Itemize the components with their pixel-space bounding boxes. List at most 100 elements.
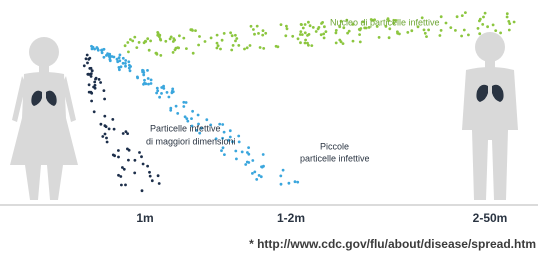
- particle: [90, 67, 93, 70]
- particle: [90, 100, 93, 103]
- particle: [91, 48, 94, 51]
- particle: [103, 115, 106, 118]
- particle: [105, 54, 108, 57]
- particle: [126, 148, 129, 151]
- particle: [359, 41, 362, 44]
- particle: [223, 131, 226, 134]
- particle: [108, 56, 111, 59]
- particle: [234, 150, 237, 153]
- particle: [440, 29, 443, 32]
- particle: [229, 129, 232, 132]
- particle: [129, 38, 132, 41]
- particle: [133, 36, 136, 39]
- particle: [264, 32, 267, 35]
- particle: [104, 133, 107, 136]
- particle: [237, 135, 240, 138]
- distance-label: 2-50m: [473, 211, 508, 225]
- particle: [456, 15, 459, 18]
- particle: [128, 64, 131, 67]
- particle: [217, 44, 220, 47]
- large-label: di maggiori dimensioni: [146, 136, 236, 146]
- particle: [256, 25, 259, 28]
- particle: [304, 23, 307, 26]
- particle: [90, 91, 93, 94]
- particle: [146, 37, 149, 40]
- particle: [296, 181, 299, 184]
- particle: [176, 46, 179, 49]
- particle: [299, 33, 302, 36]
- particle: [97, 49, 100, 52]
- particle: [220, 149, 223, 152]
- particle: [304, 39, 307, 42]
- particle: [304, 42, 307, 45]
- particle: [150, 82, 153, 85]
- particle: [204, 40, 207, 43]
- particle: [247, 161, 250, 164]
- particle: [234, 40, 237, 43]
- particle: [460, 35, 463, 38]
- particle: [111, 118, 114, 121]
- particle: [83, 64, 86, 67]
- particle: [113, 56, 116, 59]
- particle: [247, 146, 250, 149]
- particle: [445, 22, 448, 25]
- particle: [235, 37, 238, 40]
- particle: [150, 79, 153, 82]
- particle: [99, 81, 102, 84]
- particle: [467, 34, 470, 37]
- small-label: Piccole: [320, 141, 349, 151]
- particle: [101, 135, 104, 138]
- particle: [103, 98, 106, 101]
- particle: [388, 27, 391, 30]
- particle: [135, 46, 138, 49]
- particle: [506, 12, 509, 15]
- particle: [307, 21, 310, 24]
- particle: [122, 62, 125, 65]
- particle: [261, 34, 264, 37]
- particle: [197, 44, 200, 47]
- particle: [232, 44, 235, 47]
- particle: [151, 179, 154, 182]
- particle: [86, 54, 89, 57]
- particle: [285, 25, 288, 28]
- particle: [251, 172, 254, 175]
- particle: [284, 34, 287, 37]
- particle: [176, 112, 179, 115]
- particle: [198, 35, 201, 38]
- particle: [310, 44, 313, 47]
- particle: [171, 90, 174, 93]
- particle: [128, 67, 131, 70]
- particle: [249, 44, 252, 47]
- particle: [148, 49, 151, 52]
- particle: [241, 151, 244, 154]
- particle: [136, 76, 139, 79]
- particle: [172, 51, 175, 54]
- particle: [120, 184, 123, 187]
- particle: [141, 189, 144, 192]
- particle: [146, 165, 149, 168]
- particle: [91, 69, 94, 72]
- particle: [88, 83, 91, 86]
- particle: [253, 171, 256, 174]
- particle: [223, 153, 226, 156]
- particle: [105, 137, 108, 140]
- particle: [486, 25, 489, 28]
- particle: [499, 32, 502, 35]
- particle: [323, 25, 326, 28]
- particle: [378, 36, 381, 39]
- particle: [106, 141, 109, 144]
- particle: [257, 32, 260, 35]
- particle: [94, 87, 97, 90]
- particle: [119, 54, 122, 57]
- particle: [250, 25, 253, 28]
- particle: [113, 154, 116, 157]
- particle: [482, 16, 485, 19]
- particle: [359, 29, 362, 32]
- particle: [155, 52, 158, 55]
- airborne-label: Nucleo di particelle infettive: [330, 17, 440, 27]
- particle: [185, 117, 188, 120]
- large-label: Particelle infettive: [150, 123, 221, 133]
- particle: [125, 130, 128, 133]
- particle: [262, 29, 265, 32]
- particle: [191, 110, 194, 113]
